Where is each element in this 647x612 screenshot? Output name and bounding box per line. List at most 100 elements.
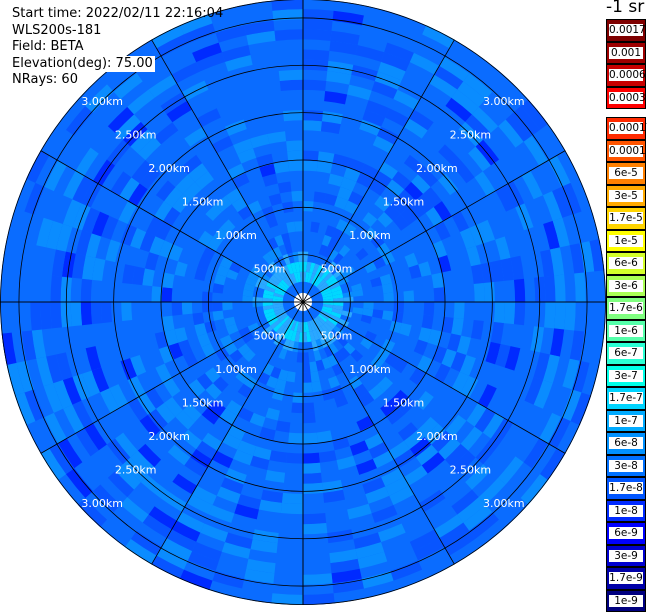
range-gate-cell — [303, 433, 318, 444]
colorbar-entry: 3e-7 — [606, 365, 646, 388]
range-label: 500m — [254, 263, 286, 276]
colorbar-entry: 1.7e-7 — [606, 387, 646, 410]
range-gate-cell — [279, 70, 303, 81]
range-gate-cell — [514, 279, 525, 302]
range-gate-cell — [288, 161, 303, 172]
range-gate-cell — [51, 276, 62, 302]
range-gate-cell — [242, 296, 252, 302]
range-label: 500m — [254, 329, 286, 342]
colorbar-entry: 1e-7 — [606, 410, 646, 433]
range-label: 1.00km — [349, 229, 391, 242]
range-gate-cell — [303, 362, 310, 372]
colorbar-label: 1.7e-6 — [609, 302, 643, 314]
range-label: 1.50km — [383, 396, 425, 409]
scan-info: Start time: 2022/02/11 22:16:04 WLS200s-… — [12, 6, 223, 89]
range-gate-cell — [403, 290, 414, 302]
colorbar-label: 0.0017 — [609, 24, 643, 36]
colorbar-title: -1 sr — [606, 0, 644, 17]
colorbar-entry: 3e-8 — [606, 455, 646, 478]
range-gate-cell — [303, 513, 326, 524]
range-gate-cell — [278, 181, 292, 193]
range-gate-cell — [303, 473, 322, 484]
colorbar-label: 1e-8 — [609, 505, 643, 517]
range-gate-cell — [474, 283, 485, 302]
colorbar-label: 1.7e-9 — [609, 572, 643, 584]
range-gate-cell — [303, 412, 316, 423]
range-gate-cell — [454, 302, 465, 319]
range-gate-cell — [282, 493, 303, 504]
colorbar-entry: 1.7e-9 — [606, 567, 646, 590]
range-gate-cell — [303, 19, 333, 31]
range-gate-cell — [574, 272, 586, 302]
range-gate-cell — [314, 192, 327, 204]
colorbar-entry: 1e-5 — [606, 230, 646, 253]
range-gate-cell — [303, 120, 322, 131]
colorbar-entry: 0.0006 — [606, 64, 646, 87]
range-gate-cell — [303, 80, 326, 91]
colorbar-label: 0.001 — [609, 47, 643, 59]
colorbar-label: 1.7e-5 — [609, 212, 643, 224]
colorbar-label: 3e-5 — [609, 190, 643, 202]
range-gate-cell — [564, 302, 576, 331]
range-gate-cell — [222, 302, 232, 310]
colorbar-label: 6e-5 — [609, 167, 643, 179]
colorbar-label: 3e-7 — [609, 370, 643, 382]
range-gate-cell — [383, 292, 394, 302]
range-label: 3.00km — [483, 95, 525, 108]
range-label: 2.00km — [416, 430, 458, 443]
range-gate-cell — [202, 291, 213, 302]
colorbar-entry: 1e-9 — [606, 590, 646, 612]
colorbar-entry: 0.0003 — [606, 87, 646, 110]
start-time: Start time: 2022/02/11 22:16:04 — [12, 6, 223, 23]
range-gate-cell — [424, 302, 435, 316]
range-gate-cell — [182, 302, 193, 315]
range-gate-cell — [281, 503, 303, 514]
range-gate-cell — [271, 0, 303, 11]
colorbar-entry: 1e-8 — [606, 500, 646, 523]
colorbar-entry: 1e-6 — [606, 320, 646, 343]
range-label: 2.00km — [148, 430, 190, 443]
range-label: 1.50km — [182, 396, 224, 409]
colorbar-entry: 6e-8 — [606, 432, 646, 455]
colorbar-entry: 1.7e-5 — [606, 207, 646, 230]
colorbar-label: 1e-5 — [609, 235, 643, 247]
range-gate-cell — [303, 463, 321, 474]
colorbar-label: 0.0006 — [609, 69, 643, 81]
colorbar-entry: 0.0001 — [606, 140, 646, 163]
colorbar-entry: 3e-6 — [606, 275, 646, 298]
range-gate-cell — [30, 302, 42, 331]
range-label: 1.00km — [349, 363, 391, 376]
colorbar-label: 0.0003 — [609, 92, 643, 104]
range-label: 2.50km — [450, 129, 492, 142]
range-gate-cell — [276, 421, 291, 433]
range-gate-cell — [554, 275, 565, 302]
colorbar-label: 6e-7 — [609, 347, 643, 359]
range-gate-cell — [101, 302, 112, 323]
colorbar-entry: 1.7e-6 — [606, 297, 646, 320]
instrument-name: WLS200s-181 — [12, 23, 223, 40]
colorbar-label: 6e-6 — [609, 257, 643, 269]
range-gate-cell — [494, 302, 505, 323]
range-gate-cell — [303, 453, 320, 464]
colorbar-label: 0.00017 — [609, 122, 643, 134]
range-gate-cell — [162, 287, 173, 302]
range-gate-cell — [303, 523, 327, 534]
range-gate-cell — [434, 287, 445, 302]
range-label: 1.50km — [383, 196, 425, 209]
range-gate-cell — [393, 302, 404, 313]
range-gate-cell — [554, 302, 565, 329]
range-gate-cell — [81, 279, 92, 302]
range-gate-cell — [303, 372, 311, 382]
range-label: 3.00km — [483, 497, 525, 510]
range-gate-cell — [121, 302, 132, 321]
range-label: 2.50km — [115, 129, 157, 142]
range-gate-cell — [202, 302, 213, 313]
range-gate-cell — [544, 302, 555, 328]
colorbar-label: 1.7e-8 — [609, 482, 643, 494]
range-label: 2.00km — [416, 162, 458, 175]
range-gate-cell — [363, 302, 373, 309]
range-label: 2.50km — [450, 463, 492, 476]
range-gate-cell — [303, 352, 309, 362]
range-label: 1.00km — [215, 229, 257, 242]
range-label: 1.50km — [182, 196, 224, 209]
